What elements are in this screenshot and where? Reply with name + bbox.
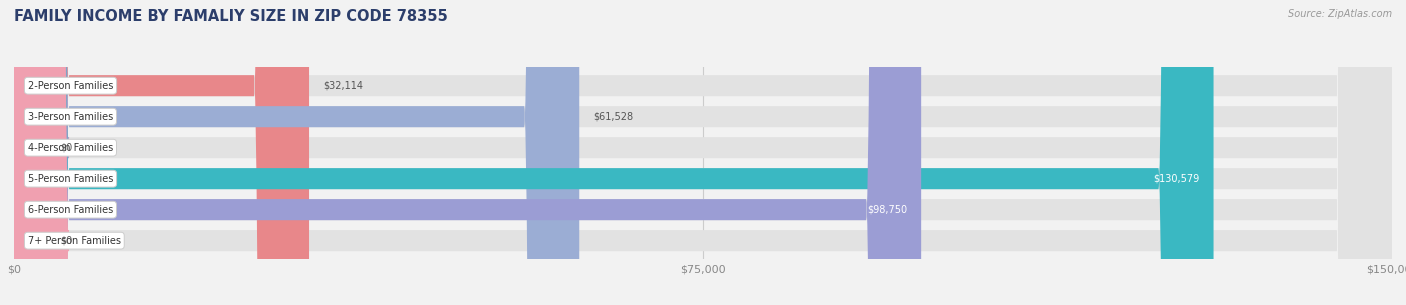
Text: 7+ Person Families: 7+ Person Families <box>28 236 121 246</box>
Text: $32,114: $32,114 <box>323 81 363 91</box>
Text: 6-Person Families: 6-Person Families <box>28 205 112 215</box>
Text: 2-Person Families: 2-Person Families <box>28 81 114 91</box>
FancyBboxPatch shape <box>14 0 1392 305</box>
FancyBboxPatch shape <box>0 0 69 305</box>
FancyBboxPatch shape <box>14 0 1392 305</box>
FancyBboxPatch shape <box>14 0 1392 305</box>
Text: Source: ZipAtlas.com: Source: ZipAtlas.com <box>1288 9 1392 19</box>
Text: 3-Person Families: 3-Person Families <box>28 112 112 122</box>
Text: 4-Person Families: 4-Person Families <box>28 143 112 153</box>
Text: 5-Person Families: 5-Person Families <box>28 174 114 184</box>
FancyBboxPatch shape <box>14 0 1392 305</box>
Text: $98,750: $98,750 <box>868 205 907 215</box>
FancyBboxPatch shape <box>14 0 921 305</box>
FancyBboxPatch shape <box>14 0 1213 305</box>
Text: $0: $0 <box>60 143 72 153</box>
FancyBboxPatch shape <box>0 0 69 305</box>
Text: $130,579: $130,579 <box>1153 174 1199 184</box>
Text: $61,528: $61,528 <box>593 112 633 122</box>
FancyBboxPatch shape <box>14 0 1392 305</box>
FancyBboxPatch shape <box>14 0 309 305</box>
Text: FAMILY INCOME BY FAMALIY SIZE IN ZIP CODE 78355: FAMILY INCOME BY FAMALIY SIZE IN ZIP COD… <box>14 9 447 24</box>
FancyBboxPatch shape <box>14 0 579 305</box>
Text: $0: $0 <box>60 236 72 246</box>
FancyBboxPatch shape <box>14 0 1392 305</box>
